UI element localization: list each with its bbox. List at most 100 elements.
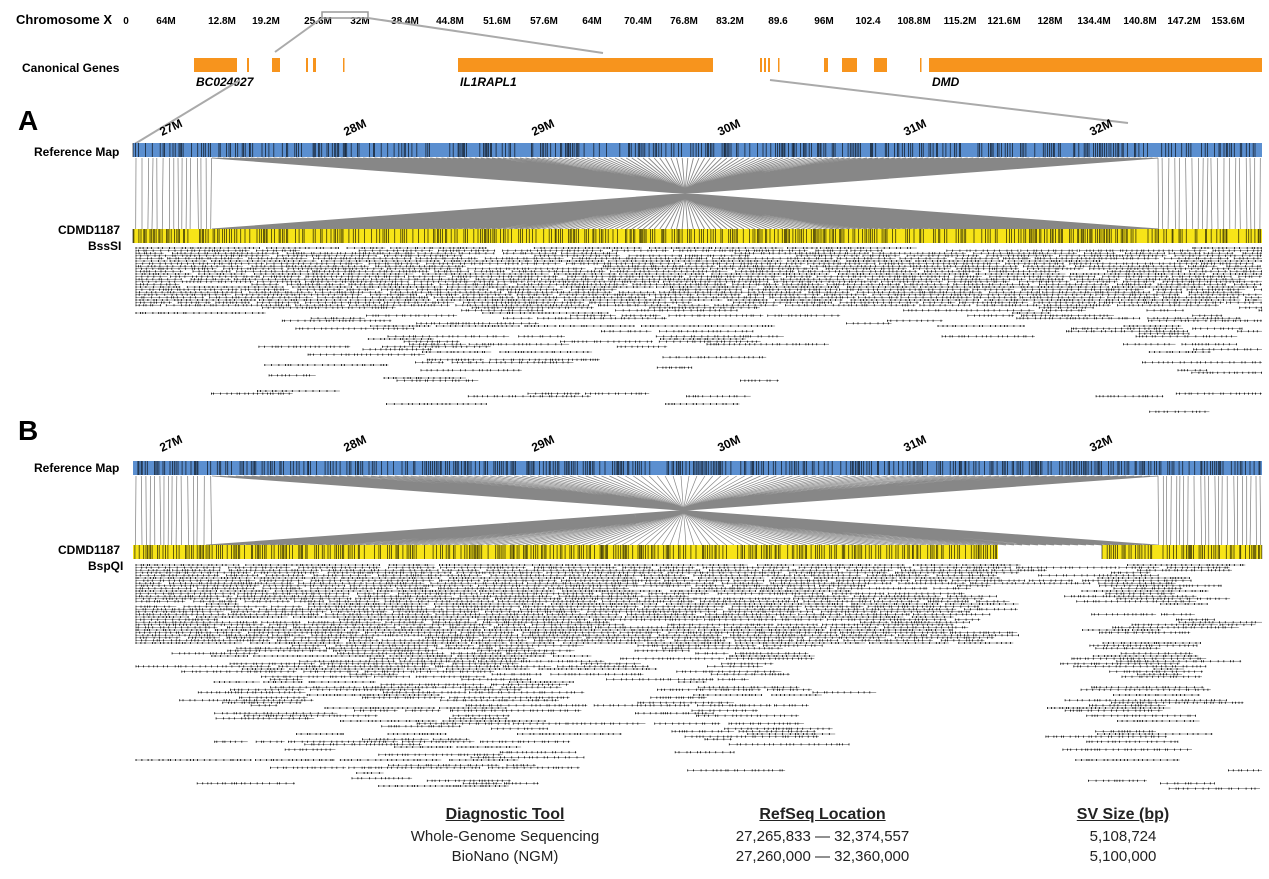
table-col-tool: Diagnostic Tool Whole-Genome Sequencing … (380, 806, 630, 867)
map-label-stripes (134, 545, 997, 559)
molecule-read-labels (135, 564, 1259, 790)
table-cell: 5,108,724 (1089, 828, 1157, 845)
chromosome-tick-label: 38.4M (391, 16, 419, 27)
zoom-connectors (132, 17, 1129, 146)
panel-b-molecule-reads (135, 564, 1262, 790)
chromosome-zoom-box (321, 11, 369, 19)
gene-block (824, 58, 828, 72)
gene-block (768, 58, 770, 72)
genes-label: Canonical Genes (22, 61, 120, 75)
chromosome-tick-label: 89.6 (768, 16, 788, 27)
map-label-stripes (132, 229, 1261, 243)
panel-a-reference-label: Reference Map (34, 145, 119, 159)
chromosome-tick-label: 115.2M (944, 16, 977, 27)
panel-tick-label: 32M (1087, 432, 1114, 455)
map-bar (133, 461, 1262, 475)
panel-b-sample-map (133, 545, 1263, 559)
gene-block (764, 58, 766, 72)
gene-block (313, 58, 316, 72)
panel-b-reference-label: Reference Map (34, 461, 119, 475)
chromosome-tick-label: 128M (1037, 16, 1062, 27)
molecule-read-lines (136, 564, 1262, 789)
chromosome-tick-label: 12.8M (208, 16, 236, 27)
panel-a-letter: A (18, 105, 38, 136)
table-cell: Whole-Genome Sequencing (410, 828, 600, 845)
table-col-location: RefSeq Location 27,265,833 — 32,374,557 … (700, 806, 945, 867)
chromosome-ticks: 0 64M 12.8M 19.2M 25.6M 32M 38.4M 44.8M 51.6M 57.… (123, 16, 1244, 27)
chromosome-label: Chromosome X (16, 12, 112, 27)
panel-a-alignment (135, 157, 1261, 230)
gene-block (194, 58, 237, 72)
chromosome-tick-label: 102.4 (855, 16, 880, 27)
table-col-size: SV Size (bp) 5,108,724 5,100,000 (1048, 806, 1198, 867)
sv-summary-table: Diagnostic Tool Whole-Genome Sequencing … (0, 806, 1269, 876)
chromosome-tick-label: 134.4M (1077, 16, 1110, 27)
table-cell: BioNano (NGM) (451, 848, 559, 865)
panel-tick-label: 27M (157, 432, 184, 455)
gene-block (929, 58, 1262, 72)
panel-a-reference-map (132, 143, 1262, 157)
panel-a-molecule-reads (135, 247, 1263, 413)
alignment-lines-inversion (205, 475, 1159, 546)
map-label-stripes (1101, 545, 1263, 559)
panel-tick-label: 28M (341, 116, 368, 139)
chromosome-tick-label: 44.8M (436, 16, 464, 27)
panel-tick-label: 28M (341, 432, 368, 455)
table-header-size: SV Size (bp) (1076, 806, 1170, 823)
chromosome-tick-label: 76.8M (670, 16, 698, 27)
panel-b-alignment (135, 475, 1262, 546)
alignment-lines-flank (135, 475, 1262, 546)
gene-block (247, 58, 249, 72)
gene-block (920, 58, 922, 72)
alignment-lines-flank (135, 157, 1261, 230)
chromosome-tick-label: 147.2M (1167, 16, 1200, 27)
gene-name-dmd: DMD (932, 75, 960, 89)
chromosome-tick-label: 153.6M (1211, 16, 1244, 27)
panel-a-sample-map (132, 229, 1262, 243)
map-label-stripes (132, 143, 1256, 157)
panel-tick-label: 29M (529, 432, 556, 455)
chromosome-tick-label: 51.6M (483, 16, 511, 27)
panel-b-sample-label: CDMD1187 (58, 543, 120, 557)
table-header-location: RefSeq Location (759, 806, 886, 823)
gene-blocks (194, 58, 1262, 72)
panel-tick-label: 31M (901, 432, 928, 455)
panel-a-ticks: 27M 28M 29M 30M 31M 32M (157, 116, 1114, 139)
chromosome-tick-label: 83.2M (716, 16, 744, 27)
molecule-read-lines (136, 247, 1262, 413)
chromosome-tick-label: 96M (814, 16, 833, 27)
panel-b-ticks: 27M 28M 29M 30M 31M 32M (157, 432, 1114, 455)
panel-tick-label: 30M (715, 116, 742, 139)
gene-block (760, 58, 762, 72)
panel-tick-label: 29M (529, 116, 556, 139)
chromosome-tick-label: 57.6M (530, 16, 558, 27)
chromosome-tick-label: 64M (582, 16, 601, 27)
gene-block (842, 58, 857, 72)
map-label-stripes (137, 461, 1261, 475)
chromosome-tick-label: 108.8M (897, 16, 930, 27)
gene-block (778, 58, 780, 72)
chromosome-tick-label: 19.2M (252, 16, 280, 27)
table-cell: 27,260,000 — 32,360,000 (735, 848, 910, 865)
panel-b-letter: B (18, 415, 38, 446)
table-header-tool: Diagnostic Tool (445, 806, 565, 823)
panel-b-reference-map (133, 461, 1262, 475)
panel-b-enzyme-label: BspQI (88, 559, 123, 573)
gene-block (272, 58, 280, 72)
chromosome-tick-label: 32M (350, 16, 369, 27)
map-bar (133, 229, 1262, 243)
chromosome-tick-label: 121.6M (987, 16, 1020, 27)
panel-tick-label: 30M (715, 432, 742, 455)
table-cell: 5,100,000 (1089, 848, 1157, 865)
panel-tick-label: 31M (901, 116, 928, 139)
gene-block (343, 58, 345, 72)
panel-tick-label: 27M (157, 116, 184, 139)
alignment-lines-inversion (211, 157, 1159, 230)
chromosome-tick-label: 140.8M (1123, 16, 1156, 27)
chromosome-tick-label: 64M (156, 16, 175, 27)
table-cell: 27,265,833 — 32,374,557 (735, 828, 910, 845)
gene-block (458, 58, 713, 72)
molecule-read-labels (135, 247, 1263, 413)
map-bar (133, 143, 1262, 157)
